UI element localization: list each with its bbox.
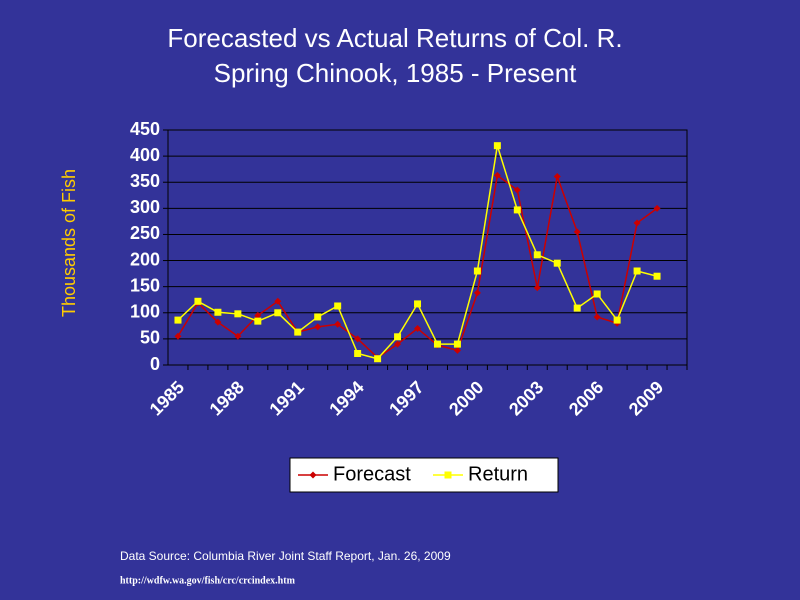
chart-subtitle: Spring Chinook, 1985 - Present — [214, 58, 578, 88]
data-point — [254, 311, 262, 319]
data-point — [414, 300, 422, 308]
data-point — [174, 332, 182, 340]
x-tick-label: 2000 — [445, 377, 487, 419]
y-tick-label: 100 — [130, 302, 160, 322]
y-tick-label: 50 — [140, 328, 160, 348]
data-point — [194, 297, 202, 305]
data-point — [653, 272, 661, 280]
data-point — [613, 316, 621, 324]
x-tick-label: 2006 — [565, 377, 607, 419]
data-point — [334, 320, 342, 328]
data-point — [593, 313, 601, 321]
y-tick-label: 150 — [130, 275, 160, 295]
y-tick-label: 400 — [130, 145, 160, 165]
y-tick-label: 450 — [130, 119, 160, 139]
y-tick-label: 300 — [130, 197, 160, 217]
legend-label: Forecast — [333, 463, 411, 485]
x-tick-label: 2003 — [505, 377, 547, 419]
y-axis-label: Thousands of Fish — [59, 169, 79, 317]
legend-marker — [444, 471, 452, 479]
x-tick-label: 1994 — [325, 377, 367, 419]
legend-marker — [309, 471, 317, 479]
data-point — [354, 335, 362, 343]
data-point — [473, 289, 481, 297]
chart-title: Forecasted vs Actual Returns of Col. R. — [167, 23, 622, 53]
x-tick-label: 1991 — [265, 377, 307, 419]
data-point — [533, 284, 541, 292]
data-point — [314, 323, 322, 331]
data-point — [513, 186, 521, 194]
data-point — [214, 308, 222, 316]
data-point — [294, 328, 302, 336]
source-url: http://wdfw.wa.gov/fish/crc/crcindex.htm — [120, 575, 296, 586]
data-point — [553, 172, 561, 180]
data-point — [234, 310, 242, 318]
data-point — [633, 267, 641, 275]
data-point — [553, 259, 561, 267]
x-tick-label: 1985 — [146, 377, 188, 419]
data-point — [573, 304, 581, 312]
plot-area — [167, 129, 688, 366]
data-point — [653, 204, 661, 212]
y-tick-label: 350 — [130, 171, 160, 191]
y-tick-label: 0 — [150, 354, 160, 374]
data-point — [334, 302, 342, 310]
data-point — [533, 251, 541, 259]
data-point — [573, 228, 581, 236]
data-point — [274, 297, 282, 305]
data-point — [493, 142, 501, 150]
source-note: Data Source: Columbia River Joint Staff … — [120, 549, 451, 563]
data-point — [314, 313, 322, 321]
data-point — [234, 332, 242, 340]
data-point — [633, 219, 641, 227]
y-tick-label: 250 — [130, 223, 160, 243]
data-point — [453, 340, 461, 348]
data-point — [414, 324, 422, 332]
data-point — [493, 171, 501, 179]
data-point — [394, 333, 402, 341]
x-tick-label: 2009 — [625, 377, 667, 419]
x-tick-label: 1988 — [206, 377, 248, 419]
data-point — [174, 316, 182, 324]
data-point — [453, 346, 461, 354]
data-point — [394, 340, 402, 348]
data-point — [374, 355, 382, 363]
data-point — [593, 290, 601, 298]
legend-label: Return — [468, 463, 528, 485]
data-point — [214, 318, 222, 326]
x-tick-label: 1997 — [385, 377, 427, 419]
data-point — [254, 317, 262, 325]
data-point — [513, 206, 521, 214]
data-point — [354, 350, 362, 358]
legend — [289, 457, 559, 493]
y-tick-label: 200 — [130, 249, 160, 269]
data-point — [473, 267, 481, 275]
data-point — [274, 309, 282, 317]
data-point — [433, 340, 441, 348]
